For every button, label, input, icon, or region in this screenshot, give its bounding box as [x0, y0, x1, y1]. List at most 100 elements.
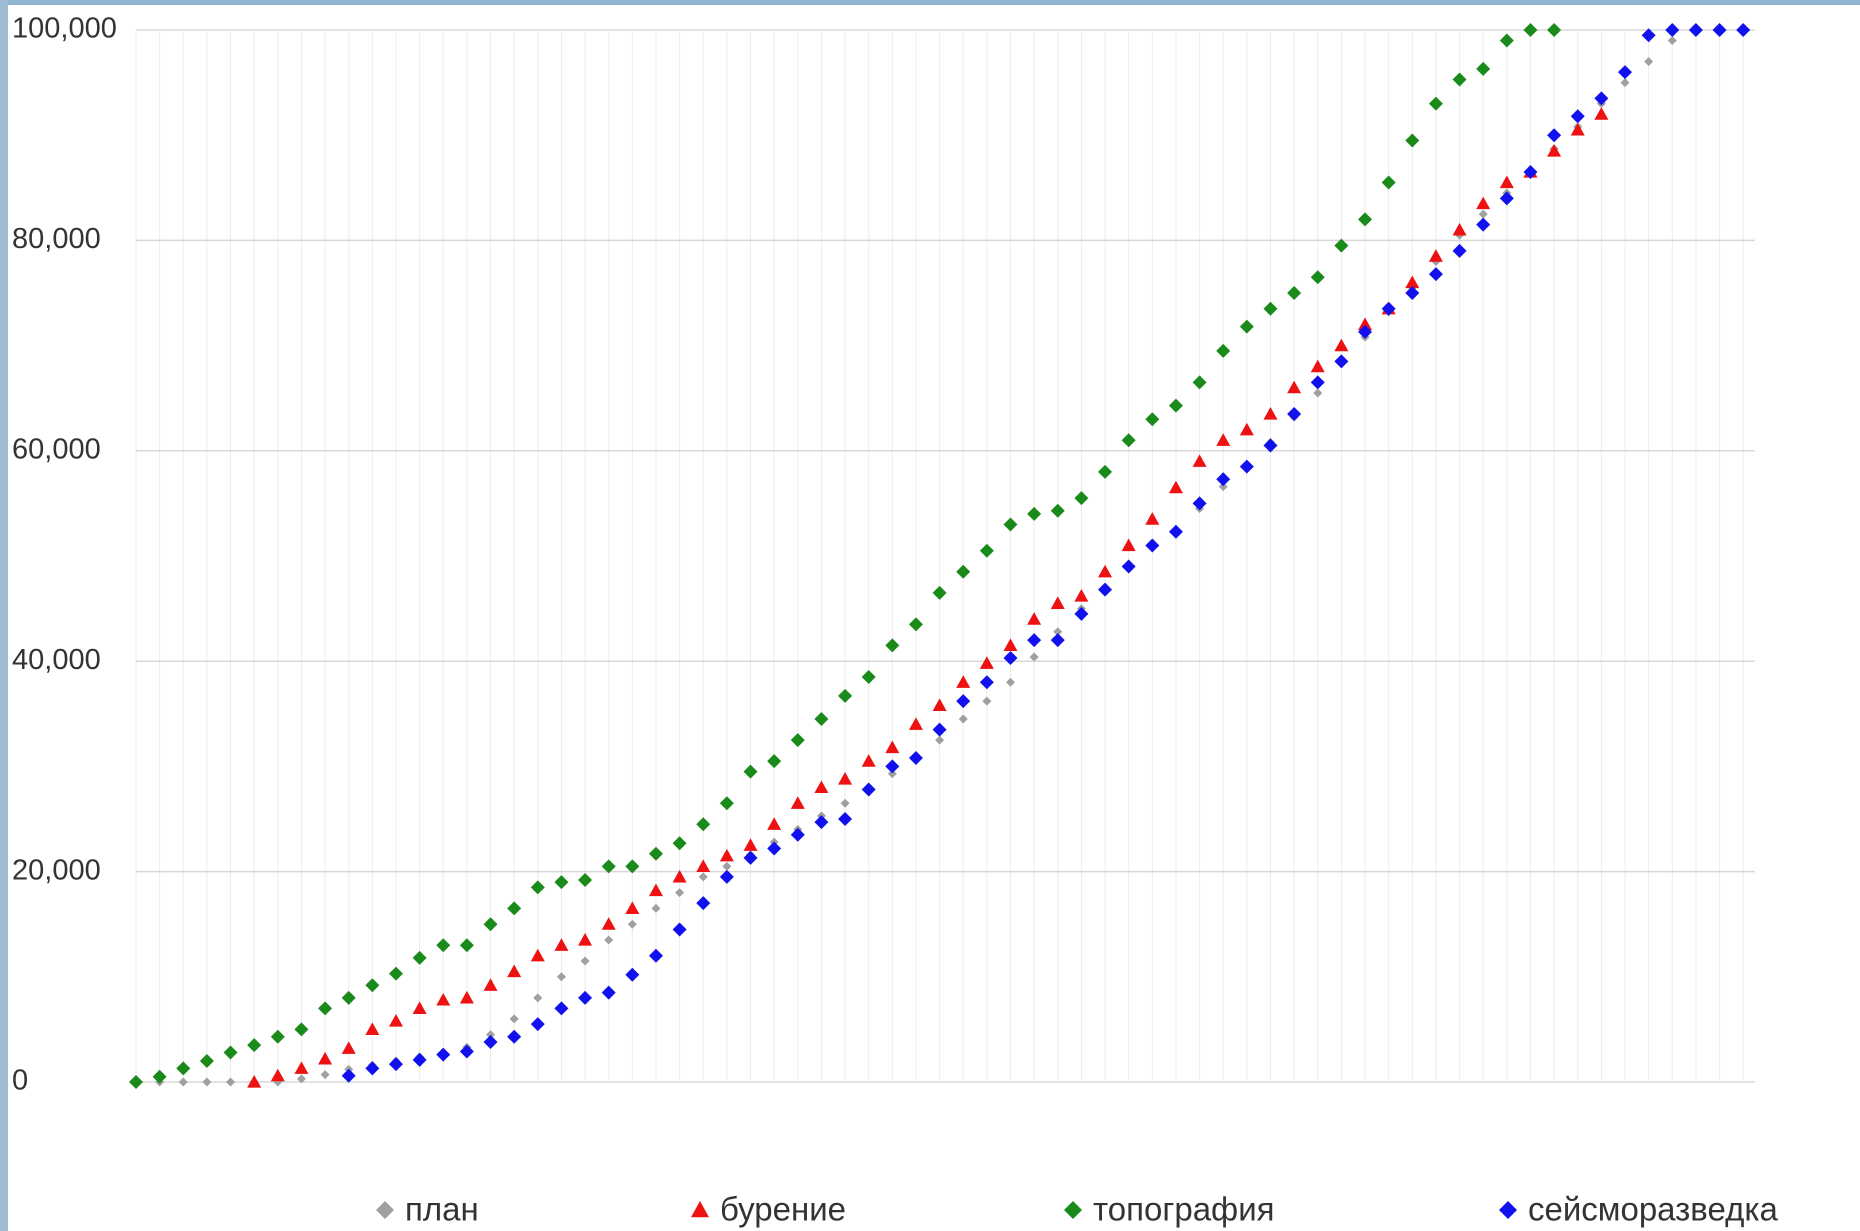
- marker: [956, 565, 970, 579]
- marker: [767, 754, 781, 768]
- marker: [176, 1061, 190, 1075]
- marker: [1547, 128, 1561, 142]
- marker: [1500, 191, 1514, 205]
- left-border: [0, 0, 8, 1231]
- marker: [604, 935, 613, 944]
- marker: [342, 1069, 356, 1083]
- marker: [744, 765, 758, 779]
- marker: [767, 817, 781, 830]
- marker: [365, 978, 379, 992]
- marker: [1263, 302, 1277, 316]
- marker: [1736, 23, 1750, 37]
- marker: [1216, 433, 1230, 446]
- legend-marker: [691, 1201, 709, 1217]
- marker: [1500, 176, 1514, 189]
- marker: [1479, 210, 1488, 219]
- legend-label: бурение: [720, 1191, 846, 1228]
- y-tick-label: 60,000: [12, 433, 101, 465]
- marker: [460, 938, 474, 952]
- marker: [602, 986, 616, 1000]
- marker: [1358, 212, 1372, 226]
- marker: [1240, 423, 1254, 436]
- marker: [722, 862, 731, 871]
- marker: [1193, 375, 1207, 389]
- marker: [247, 1038, 261, 1052]
- marker: [1476, 197, 1490, 210]
- legend-marker: [1499, 1201, 1517, 1219]
- marker: [885, 759, 899, 773]
- marker: [533, 993, 542, 1002]
- marker: [129, 1075, 143, 1089]
- marker: [554, 938, 568, 951]
- marker: [484, 917, 498, 931]
- marker: [651, 904, 660, 913]
- legend-label: план: [405, 1191, 479, 1228]
- marker: [436, 938, 450, 952]
- marker: [578, 873, 592, 887]
- marker: [696, 896, 710, 910]
- y-tick-label: 0: [12, 1065, 28, 1097]
- marker: [1216, 344, 1230, 358]
- marker: [1074, 589, 1088, 602]
- marker: [460, 1044, 474, 1058]
- marker: [1621, 78, 1630, 87]
- marker: [791, 828, 805, 842]
- marker: [1644, 57, 1653, 66]
- marker: [959, 715, 968, 724]
- marker: [581, 957, 590, 966]
- marker: [791, 796, 805, 809]
- marker: [767, 841, 781, 855]
- marker: [628, 920, 637, 929]
- marker: [649, 847, 663, 861]
- marker: [814, 780, 828, 793]
- marker: [1476, 62, 1490, 76]
- legend-marker: [376, 1201, 394, 1219]
- marker: [294, 1061, 308, 1074]
- marker: [510, 1014, 519, 1023]
- marker: [1122, 538, 1136, 551]
- chart: 020,00040,00060,00080,000100,000 планбур…: [0, 0, 1860, 1231]
- marker: [1074, 607, 1088, 621]
- marker: [202, 1078, 211, 1087]
- marker: [1287, 407, 1301, 421]
- marker: [885, 740, 899, 753]
- marker: [226, 1078, 235, 1087]
- marker: [1169, 481, 1183, 494]
- marker: [885, 638, 899, 652]
- marker: [200, 1054, 214, 1068]
- marker: [224, 1046, 238, 1060]
- marker: [841, 799, 850, 808]
- marker: [1429, 97, 1443, 111]
- marker: [531, 880, 545, 894]
- marker: [838, 812, 852, 826]
- marker: [956, 694, 970, 708]
- marker: [838, 772, 852, 785]
- top-border: [0, 0, 1860, 5]
- marker: [838, 689, 852, 703]
- marker: [956, 675, 970, 688]
- marker: [1453, 72, 1467, 86]
- marker: [909, 751, 923, 765]
- marker: [909, 717, 923, 730]
- marker: [675, 888, 684, 897]
- marker: [1193, 454, 1207, 467]
- marker: [1051, 596, 1065, 609]
- marker: [321, 1070, 330, 1079]
- marker: [1122, 560, 1136, 574]
- marker: [1547, 23, 1561, 37]
- marker: [365, 1061, 379, 1075]
- marker: [933, 586, 947, 600]
- marker: [1240, 460, 1254, 474]
- marker: [1074, 491, 1088, 505]
- y-tick-label: 40,000: [12, 644, 101, 676]
- marker: [271, 1069, 285, 1082]
- marker: [862, 783, 876, 797]
- marker: [1287, 286, 1301, 300]
- marker: [1405, 133, 1419, 147]
- marker: [1003, 638, 1017, 651]
- marker: [507, 1030, 521, 1044]
- marker: [980, 675, 994, 689]
- marker: [649, 949, 663, 963]
- marker: [1311, 270, 1325, 284]
- marker: [460, 991, 474, 1004]
